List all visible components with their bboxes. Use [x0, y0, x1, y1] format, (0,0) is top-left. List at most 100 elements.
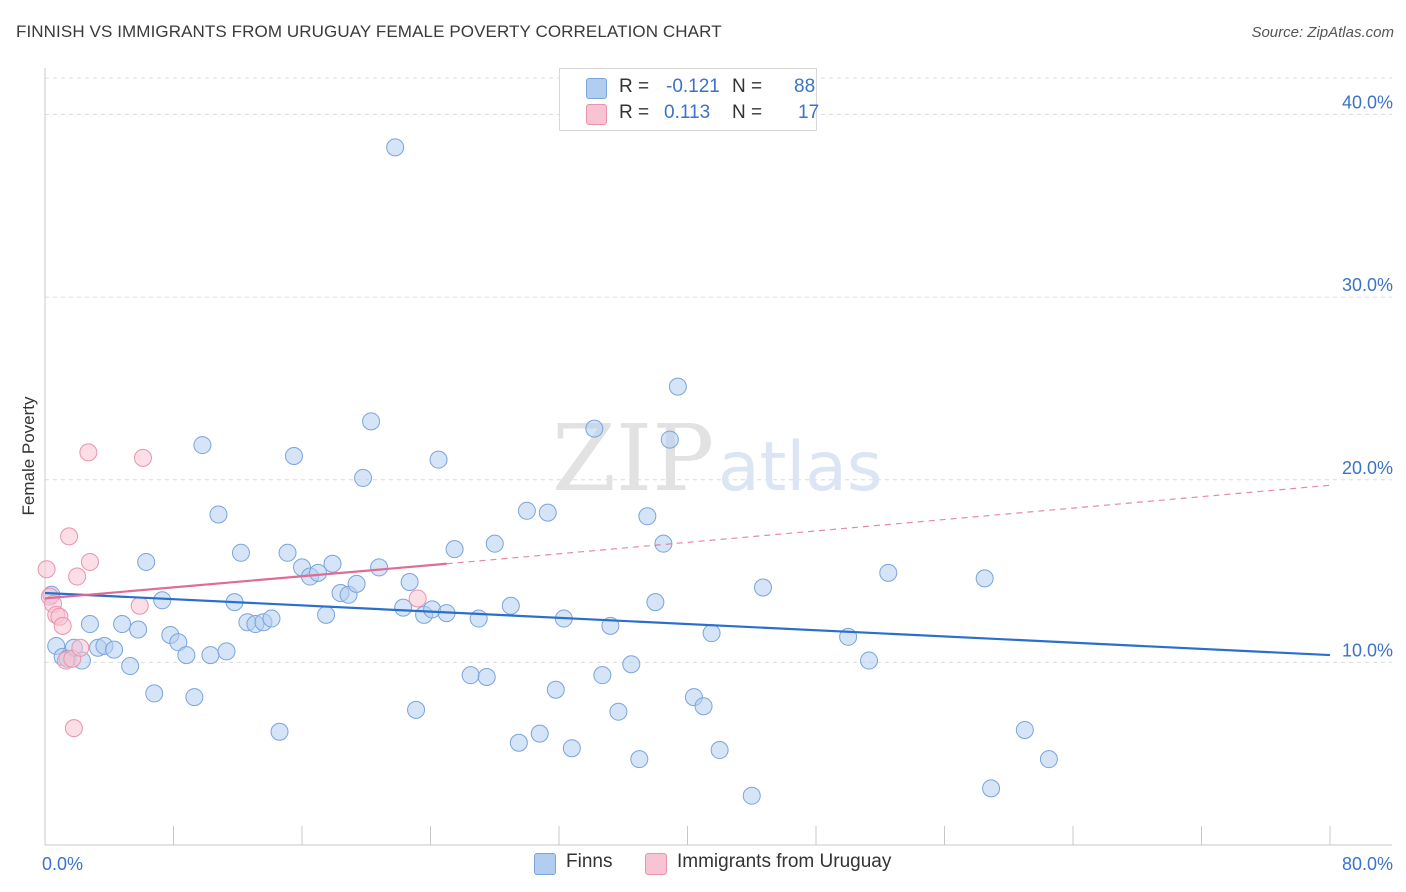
- y-tick-labels: 10.0% 20.0% 30.0% 40.0%: [1342, 93, 1393, 661]
- finns-point: [347, 574, 366, 593]
- finns-point: [860, 651, 879, 670]
- finns-point: [105, 640, 124, 659]
- finns-point: [445, 540, 464, 559]
- finns-swatch: [586, 78, 607, 99]
- uruguay-point: [408, 589, 427, 608]
- axes: [44, 68, 1392, 846]
- finns-point: [461, 666, 480, 685]
- legend-n-label: N =: [732, 76, 763, 97]
- finns-point: [370, 558, 389, 577]
- finns-point: [694, 697, 713, 716]
- finns-point: [386, 138, 405, 157]
- legend-n-value: 88: [794, 76, 816, 97]
- finns-point: [354, 468, 373, 487]
- correlation-legend: R = -0.121 N = 88 R = 0.113 N = 17: [559, 68, 820, 131]
- x-tick-label-start: 0.0%: [42, 854, 83, 874]
- finns-point: [278, 543, 297, 562]
- legend-r-label: R =: [619, 102, 650, 123]
- finns-point: [262, 609, 281, 628]
- y-tick-label: 40.0%: [1342, 93, 1393, 113]
- finns-point: [702, 624, 721, 643]
- uruguay-point: [53, 616, 72, 635]
- finns-point: [585, 419, 604, 438]
- uruguay-point: [133, 448, 152, 467]
- finns-point: [193, 436, 212, 455]
- finns-point: [270, 722, 289, 741]
- uruguay-legend-swatch: [645, 853, 667, 875]
- finns-point: [562, 739, 581, 758]
- finns-point: [1015, 720, 1034, 739]
- finns-point: [982, 779, 1001, 798]
- chart-title: FINNISH VS IMMIGRANTS FROM URUGUAY FEMAL…: [16, 22, 722, 41]
- watermark-zip: ZIP: [552, 405, 714, 512]
- finns-point: [654, 534, 673, 553]
- y-tick-label: 30.0%: [1342, 275, 1393, 295]
- legend-n-label: N =: [732, 102, 763, 123]
- finns-point: [485, 534, 504, 553]
- finns-legend-label: Finns: [566, 851, 613, 872]
- finns-point: [217, 642, 236, 661]
- finns-point: [530, 724, 549, 743]
- finns-point: [113, 615, 132, 634]
- finns-point: [209, 505, 228, 524]
- x-tick-labels: 0.0% 80.0%: [42, 854, 1393, 874]
- finns-point: [668, 377, 687, 396]
- finns-point: [517, 501, 536, 520]
- finns-point: [323, 554, 342, 573]
- finns-point: [546, 680, 565, 699]
- finns-point: [538, 503, 557, 522]
- finns-point: [362, 412, 381, 431]
- uruguay-swatch: [586, 104, 607, 125]
- finns-point: [429, 450, 448, 469]
- uruguay-legend-label: Immigrants from Uruguay: [677, 851, 892, 872]
- watermark: ZIP atlas: [552, 405, 882, 512]
- finns-point: [169, 633, 188, 652]
- uruguay-point: [64, 719, 83, 738]
- finns-point: [879, 563, 898, 582]
- uruguay-point: [71, 638, 90, 657]
- grid-lines: [45, 77, 1392, 663]
- finns-point: [309, 563, 328, 582]
- finns-point: [80, 615, 99, 634]
- uruguay-point: [79, 443, 98, 462]
- finns-point: [638, 507, 657, 526]
- trend-lines: [44, 484, 1331, 657]
- finns-point: [609, 702, 628, 721]
- series-uruguay: [37, 443, 427, 738]
- finns-point: [121, 657, 140, 676]
- finns-point: [660, 430, 679, 449]
- finns-point: [231, 543, 250, 562]
- finns-point: [153, 591, 172, 610]
- y-axis-label: Female Poverty: [19, 396, 38, 516]
- finns-point: [137, 552, 156, 571]
- finns-point: [284, 447, 303, 466]
- series-finns: [42, 138, 1058, 805]
- x-tick-label-end: 80.0%: [1342, 854, 1393, 874]
- legend-r-label: R =: [619, 76, 650, 97]
- finns-trend-line: [44, 591, 1331, 657]
- finns-point: [501, 596, 520, 615]
- finns-point: [593, 666, 612, 685]
- finns-point: [509, 733, 528, 752]
- uruguay-point: [130, 596, 149, 615]
- source-label: Source: ZipAtlas.com: [1251, 24, 1394, 41]
- y-tick-label: 10.0%: [1342, 640, 1393, 660]
- finns-point: [1039, 750, 1058, 769]
- watermark-atlas: atlas: [718, 428, 882, 507]
- finns-point: [129, 620, 148, 639]
- uruguay-point: [80, 552, 99, 571]
- uruguay-point: [37, 560, 56, 579]
- finns-point: [145, 684, 164, 703]
- y-tick-label: 20.0%: [1342, 458, 1393, 478]
- finns-point: [622, 655, 641, 674]
- finns-legend-swatch: [534, 853, 556, 875]
- finns-point: [477, 667, 496, 686]
- finns-point: [742, 786, 761, 805]
- uruguay-trend-extension: [446, 484, 1331, 565]
- finns-point: [407, 700, 426, 719]
- finns-point: [975, 569, 994, 588]
- legend-n-value: 17: [798, 102, 820, 123]
- finns-point: [646, 593, 665, 612]
- finns-point: [400, 573, 419, 592]
- finns-point: [201, 646, 220, 665]
